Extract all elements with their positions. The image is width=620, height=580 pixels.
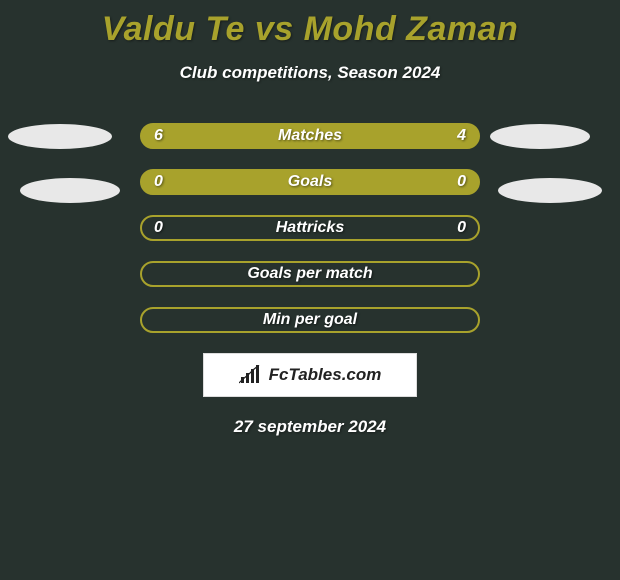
stat-bar: Goals 0 0 (140, 169, 480, 195)
decorative-ellipse (20, 178, 120, 203)
stat-right-value: 4 (457, 127, 466, 145)
stat-label: Goals (288, 173, 332, 191)
stat-bar: Goals per match (140, 261, 480, 287)
stat-left-value: 0 (154, 219, 163, 237)
stat-row: Hattricks 0 0 (0, 215, 620, 241)
stat-left-value: 6 (154, 127, 163, 145)
decorative-ellipse (490, 124, 590, 149)
stat-right-value: 0 (457, 219, 466, 237)
logo-box: FcTables.com (203, 353, 417, 397)
stat-left-value: 0 (154, 173, 163, 191)
decorative-ellipse (498, 178, 602, 203)
decorative-ellipse (8, 124, 112, 149)
date-text: 27 september 2024 (0, 417, 620, 437)
stat-right-value: 0 (457, 173, 466, 191)
stat-bar: Hattricks 0 0 (140, 215, 480, 241)
page-subtitle: Club competitions, Season 2024 (0, 63, 620, 83)
stat-bar: Matches 6 4 (140, 123, 480, 149)
stat-bar: Min per goal (140, 307, 480, 333)
bar-chart-icon (239, 365, 263, 385)
stat-row: Goals per match (0, 261, 620, 287)
stat-label: Goals per match (247, 265, 372, 283)
stat-label: Matches (278, 127, 342, 145)
stats-container: Matches 6 4 Goals 0 0 Hattricks 0 0 Goals per mat… (0, 123, 620, 333)
stat-label: Min per goal (263, 311, 357, 329)
stat-label: Hattricks (276, 219, 344, 237)
logo-text: FcTables.com (269, 365, 382, 385)
stat-row: Min per goal (0, 307, 620, 333)
page-title: Valdu Te vs Mohd Zaman (0, 0, 620, 49)
